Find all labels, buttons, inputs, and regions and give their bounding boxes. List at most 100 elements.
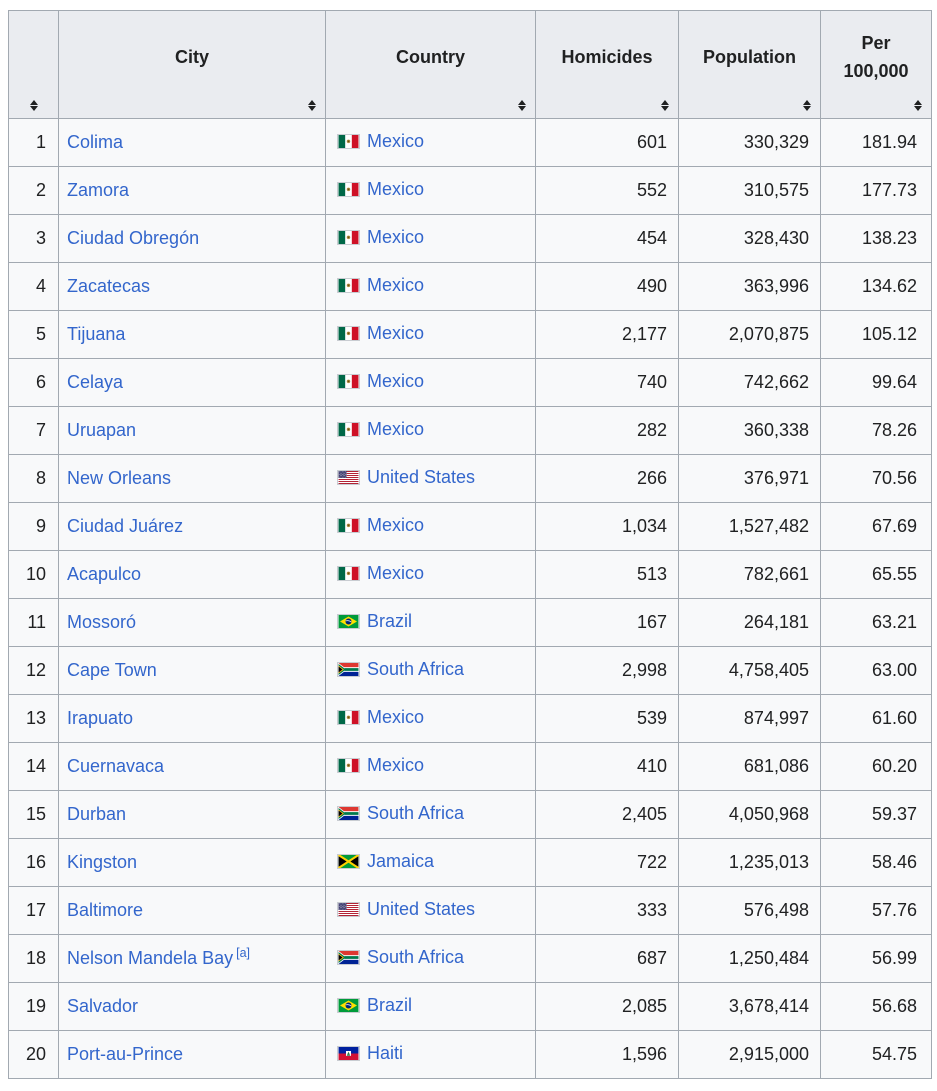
city-cell: Cape Town [58, 646, 326, 695]
flag-brazil-icon[interactable] [337, 614, 360, 629]
table-row: 8 New Orleans United States 266 376,971 70.56 [8, 454, 932, 503]
city-link[interactable]: Cape Town [67, 660, 157, 680]
homicides-cell: 513 [535, 550, 679, 599]
column-label-rank [9, 11, 58, 100]
city-cell: Port-au-Prince [58, 1030, 326, 1079]
column-header-population[interactable]: Population [678, 10, 821, 119]
flag-jamaica-icon[interactable] [337, 854, 360, 869]
rank-cell: 9 [8, 502, 59, 551]
city-link[interactable]: Ciudad Juárez [67, 516, 184, 536]
country-cell: Mexico [325, 214, 536, 263]
country-link[interactable]: Mexico [367, 563, 425, 583]
per-100000-cell: 99.64 [820, 358, 932, 407]
country-link[interactable]: Mexico [367, 275, 425, 295]
flag-mexico-icon[interactable] [337, 230, 360, 245]
country-link[interactable]: Mexico [367, 131, 425, 151]
country-link[interactable]: South Africa [367, 947, 465, 967]
country-link[interactable]: Haiti [367, 1043, 404, 1063]
city-link[interactable]: Zacatecas [67, 276, 151, 296]
flag-united-states-icon[interactable] [337, 470, 360, 485]
country-link[interactable]: United States [367, 899, 476, 919]
city-link[interactable]: Colima [67, 132, 124, 152]
population-cell: 4,050,968 [678, 790, 821, 839]
city-link[interactable]: Port-au-Prince [67, 1044, 184, 1064]
city-link[interactable]: Salvador [67, 996, 139, 1016]
city-link[interactable]: New Orleans [67, 468, 172, 488]
table-row: 10 Acapulco Mexico 513 782,661 65.55 [8, 550, 932, 599]
city-cell: Acapulco [58, 550, 326, 599]
flag-mexico-icon[interactable] [337, 710, 360, 725]
city-link[interactable]: Uruapan [67, 420, 137, 440]
flag-mexico-icon[interactable] [337, 182, 360, 197]
flag-south-africa-icon[interactable] [337, 950, 360, 965]
homicides-cell: 1,034 [535, 502, 679, 551]
city-cell: Baltimore [58, 886, 326, 935]
population-cell: 1,527,482 [678, 502, 821, 551]
flag-brazil-icon[interactable] [337, 998, 360, 1013]
per-100000-cell: 105.12 [820, 310, 932, 359]
flag-south-africa-icon[interactable] [337, 806, 360, 821]
city-link[interactable]: Nelson Mandela Bay [67, 948, 234, 968]
country-cell: South Africa [325, 646, 536, 695]
country-link[interactable]: South Africa [367, 803, 465, 823]
city-link[interactable]: Mossoró [67, 612, 137, 632]
country-cell: Mexico [325, 118, 536, 167]
country-link[interactable]: Mexico [367, 515, 425, 535]
city-cell: Colima [58, 118, 326, 167]
country-link[interactable]: Mexico [367, 227, 425, 247]
footnote-a-link[interactable]: [a] [236, 946, 251, 960]
flag-south-africa-icon[interactable] [337, 662, 360, 677]
table-row: 16 Kingston Jamaica 722 1,235,013 58.46 [8, 838, 932, 887]
column-header-per-100000[interactable]: Per 100,000 [820, 10, 932, 119]
flag-mexico-icon[interactable] [337, 278, 360, 293]
flag-mexico-icon[interactable] [337, 422, 360, 437]
city-link[interactable]: Ciudad Obregón [67, 228, 200, 248]
per-100000-cell: 63.00 [820, 646, 932, 695]
city-link[interactable]: Celaya [67, 372, 124, 392]
city-link[interactable]: Durban [67, 804, 127, 824]
country-link[interactable]: Mexico [367, 371, 425, 391]
flag-united-states-icon[interactable] [337, 902, 360, 917]
table-row: 2 Zamora Mexico 552 310,575 177.73 [8, 166, 932, 215]
country-cell: Mexico [325, 358, 536, 407]
city-link[interactable]: Kingston [67, 852, 138, 872]
country-link[interactable]: Mexico [367, 179, 425, 199]
city-cell: Nelson Mandela Bay [a] [58, 934, 326, 983]
city-cell: Cuernavaca [58, 742, 326, 791]
city-link[interactable]: Acapulco [67, 564, 142, 584]
country-link[interactable]: Mexico [367, 755, 425, 775]
column-header-homicides[interactable]: Homicides [535, 10, 679, 119]
rank-cell: 16 [8, 838, 59, 887]
country-cell: Brazil [325, 982, 536, 1031]
country-link[interactable]: Brazil [367, 995, 413, 1015]
city-cell: Ciudad Obregón [58, 214, 326, 263]
column-header-city[interactable]: City [58, 10, 326, 119]
table-row: 9 Ciudad Juárez Mexico 1,034 1,527,482 67.69 [8, 502, 932, 551]
flag-mexico-icon[interactable] [337, 326, 360, 341]
country-cell: Jamaica [325, 838, 536, 887]
city-link[interactable]: Tijuana [67, 324, 126, 344]
country-link[interactable]: Mexico [367, 707, 425, 727]
table-row: 12 Cape Town South Africa 2,998 4,758,405 63.… [8, 646, 932, 695]
country-link[interactable]: South Africa [367, 659, 465, 679]
country-cell: Mexico [325, 502, 536, 551]
flag-haiti-icon[interactable] [337, 1046, 360, 1061]
city-link[interactable]: Baltimore [67, 900, 144, 920]
column-header-rank[interactable] [8, 10, 59, 119]
flag-mexico-icon[interactable] [337, 134, 360, 149]
country-link[interactable]: Mexico [367, 419, 425, 439]
flag-mexico-icon[interactable] [337, 518, 360, 533]
country-link[interactable]: Jamaica [367, 851, 435, 871]
homicides-cell: 1,596 [535, 1030, 679, 1079]
column-header-country[interactable]: Country [325, 10, 536, 119]
flag-mexico-icon[interactable] [337, 566, 360, 581]
flag-mexico-icon[interactable] [337, 758, 360, 773]
country-link[interactable]: Mexico [367, 323, 425, 343]
country-link[interactable]: Brazil [367, 611, 413, 631]
country-link[interactable]: United States [367, 467, 476, 487]
city-link[interactable]: Cuernavaca [67, 756, 165, 776]
flag-mexico-icon[interactable] [337, 374, 360, 389]
city-link[interactable]: Irapuato [67, 708, 134, 728]
city-link[interactable]: Zamora [67, 180, 130, 200]
homicides-cell: 2,177 [535, 310, 679, 359]
